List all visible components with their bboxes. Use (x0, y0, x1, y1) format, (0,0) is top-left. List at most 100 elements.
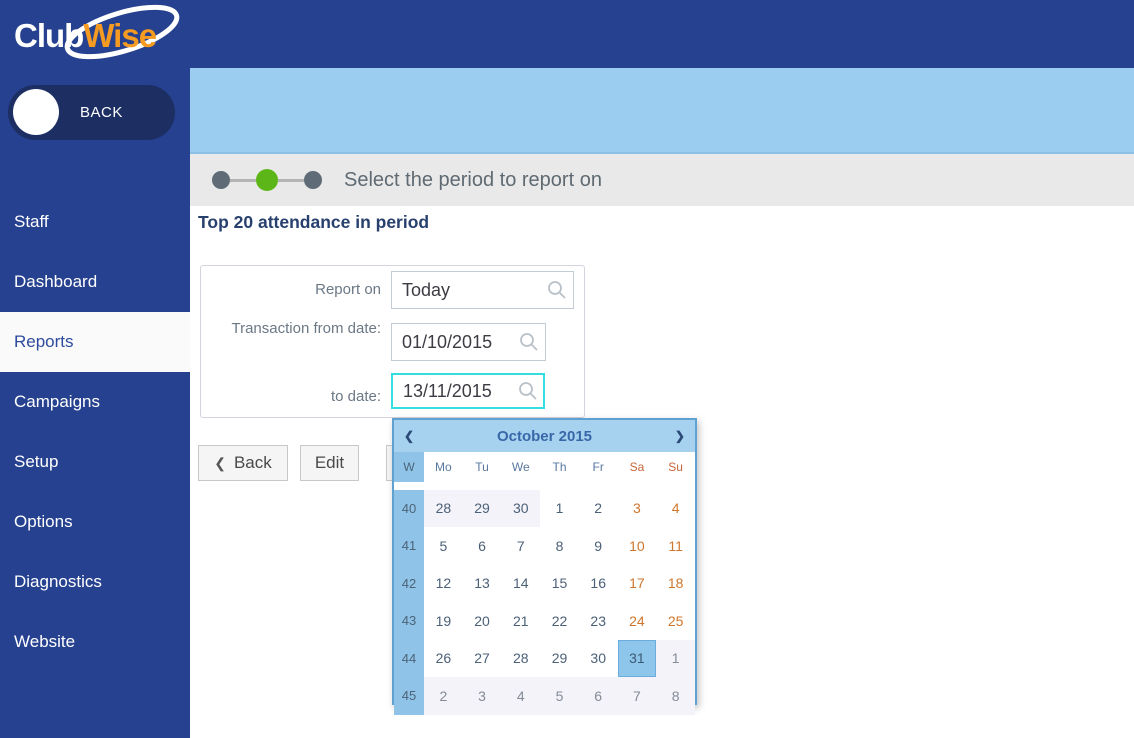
calendar-day-header-sa: Sa (617, 452, 657, 482)
calendar-day[interactable]: 30 (590, 650, 606, 667)
calendar-day[interactable]: 6 (478, 537, 486, 554)
calendar-day[interactable]: 28 (424, 489, 463, 527)
calendar-day[interactable]: 23 (590, 612, 606, 629)
report-on-input[interactable] (391, 271, 574, 309)
step-connector (230, 178, 256, 182)
page-title: Top 20 attendance in period (198, 212, 430, 232)
clubwise-logo: ClubWise (14, 4, 180, 60)
calendar-day-header-tu: Tu (462, 452, 502, 482)
from-date-input[interactable] (391, 323, 546, 361)
transaction-from-date-label: Transaction from date: (231, 320, 381, 337)
sidebar-item-options[interactable]: Options (14, 512, 73, 531)
stepper-band: Select the period to report on (190, 154, 1134, 206)
search-icon[interactable] (518, 381, 538, 401)
back-button[interactable]: BACK (8, 85, 175, 140)
calendar-day[interactable]: 5 (439, 537, 448, 554)
calendar-week-number: 41 (394, 527, 424, 565)
to-date-label: to date: (330, 388, 381, 405)
to-date-input-focused[interactable] (391, 373, 545, 409)
to-date-field-wrap (391, 373, 545, 409)
chevron-left-icon: ❮ (214, 455, 226, 471)
calendar-day[interactable]: 11 (668, 537, 683, 554)
report-on-field-wrap (391, 271, 574, 309)
calendar-day[interactable]: 15 (551, 575, 568, 592)
sidebar-item-setup[interactable]: Setup (14, 452, 59, 471)
calendar-day[interactable]: 10 (629, 537, 645, 554)
calendar-day[interactable]: 12 (435, 575, 452, 592)
calendar-day[interactable]: 26 (435, 650, 452, 667)
calendar-day-header-mo: Mo (424, 452, 463, 482)
logo-text-club: Club (14, 17, 83, 54)
calendar-month-title: October 2015 (496, 427, 593, 445)
calendar-day[interactable]: 1 (656, 639, 695, 677)
calendar-day[interactable]: 7 (617, 677, 657, 715)
step-dot-3 (304, 171, 322, 189)
back-nav-button[interactable]: ❮ Back (198, 445, 288, 481)
calendar-day[interactable]: 6 (578, 677, 618, 715)
search-icon[interactable] (547, 280, 567, 300)
calendar-day[interactable]: 25 (667, 612, 684, 629)
logo-text-wise: Wise (83, 17, 156, 54)
calendar-day[interactable]: 3 (633, 500, 641, 517)
back-button-label: BACK (80, 104, 123, 121)
sidebar-item-campaigns[interactable]: Campaigns (14, 392, 100, 411)
edit-button[interactable]: Edit (300, 445, 359, 481)
calendar-grid: W Mo Tu We Th Fr Sa Su 40 28 29 30 1 2 3 4 41 5 6 7 8 9 10 11 42… (394, 452, 695, 715)
stepper-title: Select the period to report on (344, 168, 602, 191)
app-header: ClubWise (0, 0, 1134, 68)
back-button-circle-icon (13, 89, 59, 135)
calendar-next-month-icon[interactable]: ❯ (674, 429, 685, 443)
calendar-day[interactable]: 28 (512, 650, 529, 667)
sidebar-item-staff[interactable]: Staff (14, 212, 49, 231)
sidebar-nav: Staff Dashboard Reports Campaigns Setup Optio… (0, 192, 190, 672)
sidebar-item-diagnostics[interactable]: Diagnostics (14, 572, 102, 591)
sidebar-item-website[interactable]: Website (14, 632, 76, 651)
calendar-day[interactable]: 29 (462, 489, 502, 527)
svg-text:ClubWise: ClubWise (14, 17, 157, 54)
calendar-day[interactable]: 17 (629, 575, 645, 592)
sidebar-item-dashboard[interactable]: Dashboard (14, 272, 98, 291)
calendar-day[interactable]: 29 (551, 650, 568, 667)
calendar-week-number: 42 (394, 564, 424, 602)
calendar-day[interactable]: 5 (540, 677, 579, 715)
calendar-day[interactable]: 9 (594, 537, 603, 554)
calendar-header: ❮ October 2015 ❯ (394, 420, 695, 452)
calendar-day-header-su: Su (656, 452, 695, 482)
step-dot-1 (212, 171, 230, 189)
calendar-day[interactable]: 8 (656, 677, 695, 715)
back-nav-label: Back (233, 453, 272, 472)
calendar-week-number: 45 (394, 677, 424, 715)
calendar-day[interactable]: 22 (551, 612, 568, 629)
from-date-field-wrap (391, 323, 546, 361)
search-icon[interactable] (519, 332, 539, 352)
calendar-week-number: 40 (394, 489, 424, 527)
calendar-day[interactable]: 3 (462, 677, 502, 715)
calendar-day[interactable]: 27 (474, 650, 490, 667)
sidebar: BACK Staff Dashboard Reports Campaigns Setup… (0, 68, 190, 738)
calendar-day[interactable]: 20 (474, 612, 490, 629)
calendar-day[interactable]: 4 (501, 677, 541, 715)
report-period-form: Report on Transaction from date: to date… (200, 265, 585, 418)
calendar-day[interactable]: 30 (501, 489, 541, 527)
calendar-week-column-header: W (394, 452, 424, 482)
calendar-day[interactable]: 7 (516, 537, 525, 554)
calendar-day[interactable]: 1 (555, 500, 564, 517)
calendar-day-selected[interactable]: 31 (617, 639, 657, 677)
calendar-day[interactable]: 4 (671, 500, 680, 517)
calendar-day[interactable]: 8 (555, 537, 564, 554)
calendar-day[interactable]: 16 (590, 575, 606, 592)
calendar-prev-month-icon[interactable]: ❮ (404, 429, 415, 443)
date-picker-popup: ❮ October 2015 ❯ W Mo Tu We Th Fr Sa Su 40 28 29 30… (392, 418, 697, 715)
calendar-day[interactable]: 24 (629, 612, 645, 629)
sidebar-item-reports[interactable]: Reports (0, 312, 190, 372)
step-connector (278, 178, 304, 182)
calendar-day[interactable]: 14 (512, 575, 529, 592)
report-on-label: Report on (315, 281, 381, 298)
calendar-day[interactable]: 2 (424, 677, 463, 715)
calendar-day[interactable]: 13 (474, 575, 490, 592)
calendar-day[interactable]: 18 (667, 575, 684, 592)
calendar-day[interactable]: 21 (512, 612, 529, 629)
calendar-day[interactable]: 2 (594, 500, 603, 517)
calendar-day[interactable]: 19 (435, 612, 452, 629)
calendar-week-number: 44 (394, 639, 424, 677)
